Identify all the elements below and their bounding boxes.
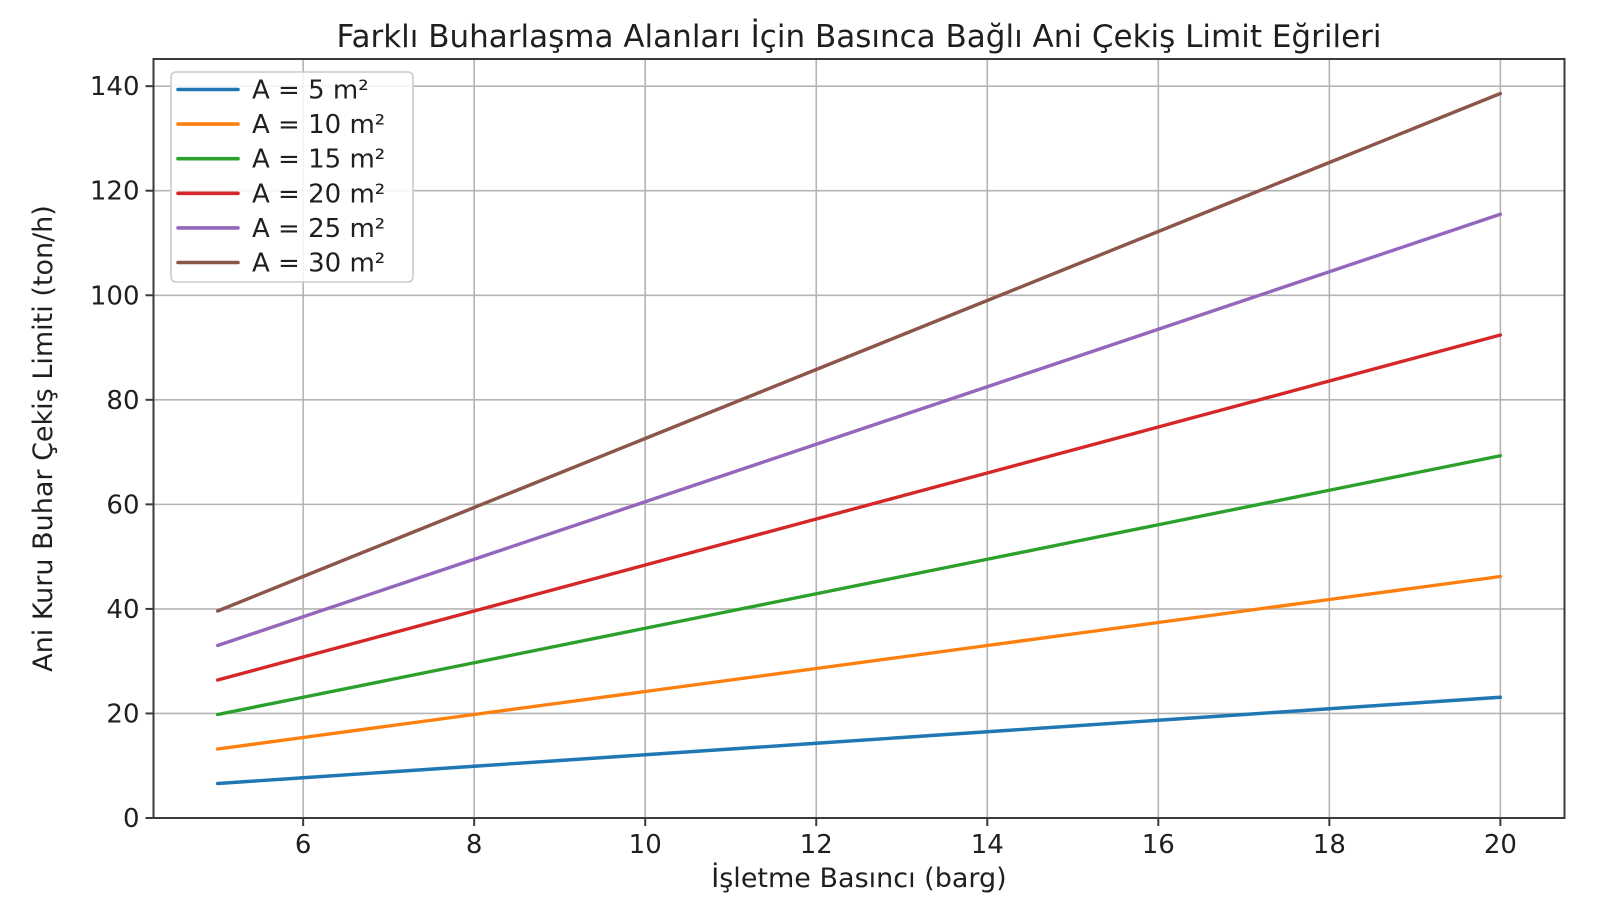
- x-tick-label: 10: [629, 830, 662, 860]
- legend-entry: A = 15 m²: [176, 145, 385, 175]
- plot-frame: [152, 58, 1566, 819]
- series-line-1: [215, 574, 1503, 751]
- legend-label: A = 20 m²: [252, 179, 385, 209]
- y-tick-label: 40: [106, 595, 139, 625]
- legend-entry: A = 20 m²: [176, 179, 385, 209]
- x-tick-label: 16: [1142, 830, 1175, 860]
- grid-layer: [153, 59, 1565, 819]
- x-tick-label: 8: [466, 830, 483, 860]
- chart-title: Farklı Buharlaşma Alanları İçin Basınca …: [336, 19, 1381, 55]
- legend-entry: A = 5 m²: [176, 76, 369, 106]
- y-tick-label: 100: [90, 281, 140, 311]
- legend-entry: A = 30 m²: [176, 249, 385, 279]
- y-tick-label: 80: [106, 386, 139, 416]
- legend-label: A = 25 m²: [252, 214, 385, 244]
- x-axis-label: İşletme Basıncı (barg): [711, 862, 1006, 894]
- legend-label: A = 15 m²: [252, 145, 385, 175]
- legend-label: A = 5 m²: [252, 76, 369, 106]
- y-tick-label: 60: [106, 490, 139, 520]
- legend-label: A = 10 m²: [252, 110, 385, 140]
- legend-entry: A = 25 m²: [176, 214, 385, 244]
- series-line-4: [215, 212, 1503, 648]
- x-tick-label: 14: [971, 830, 1004, 860]
- series-line-0: [215, 695, 1503, 786]
- series-line-3: [215, 333, 1503, 682]
- y-tick-label: 140: [90, 72, 140, 102]
- x-tick-label: 12: [800, 830, 833, 860]
- tick-label-layer: 6 8 10 12 14 16 18 20 0 20 40 60 80 100 120 140: [90, 72, 1517, 860]
- series-line-2: [215, 454, 1503, 717]
- series-line-5: [215, 91, 1503, 613]
- y-tick-label: 0: [123, 804, 140, 834]
- x-tick-label: 18: [1313, 830, 1346, 860]
- x-tick-label: 6: [295, 830, 312, 860]
- legend-entry: A = 10 m²: [176, 110, 385, 140]
- y-axis-label: Ani Kuru Buhar Çekiş Limiti (ton/h): [28, 205, 59, 672]
- legend: A = 5 m² A = 10 m² A = 15 m² A = 20 m² A = 2…: [170, 71, 414, 283]
- legend-label: A = 30 m²: [252, 249, 385, 279]
- axes-layer: [145, 58, 1566, 826]
- y-tick-label: 20: [106, 699, 139, 729]
- series-layer: [215, 91, 1503, 786]
- x-tick-label: 20: [1484, 830, 1517, 860]
- y-tick-label: 120: [90, 177, 140, 207]
